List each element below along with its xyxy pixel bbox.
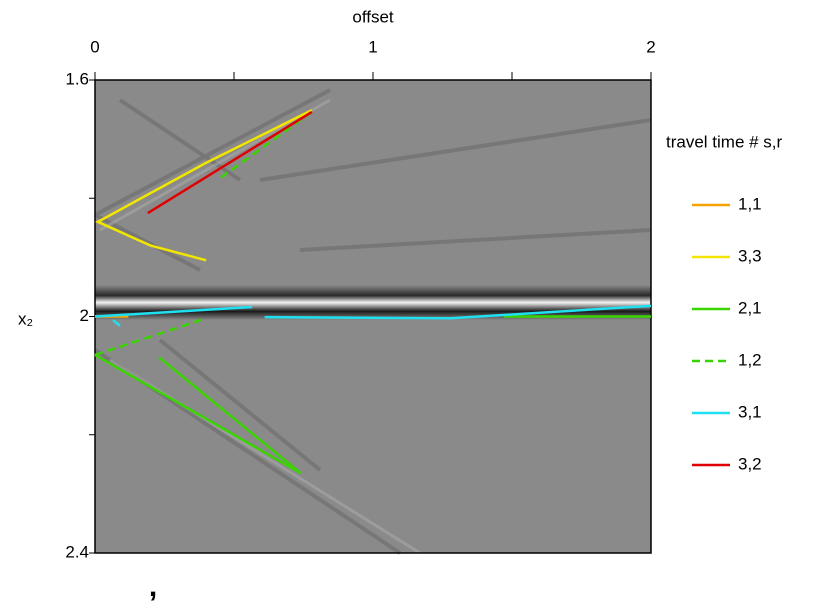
annotation: , <box>149 570 157 603</box>
y-axis-label: x₂ <box>18 309 33 328</box>
y-tick-label: 1.6 <box>65 69 89 88</box>
legend-label: 3,1 <box>738 402 762 421</box>
x-tick-label: 0 <box>90 37 99 56</box>
legend-label: 1,2 <box>738 350 762 369</box>
legend-label: 2,1 <box>738 298 762 317</box>
y-tick-label: 2 <box>80 306 89 325</box>
x-tick-label: 2 <box>646 37 655 56</box>
legend-label: 3,2 <box>738 454 762 473</box>
x-axis-label: offset <box>352 7 394 26</box>
legend-title: travel time # s,r <box>666 132 783 151</box>
legend-label: 1,1 <box>738 194 762 213</box>
y-tick-label: 2.4 <box>65 542 89 561</box>
chart: offset x₂ travel time # s,r , 0 1 2 1.6 2 2.4… <box>0 0 827 603</box>
page: offset x₂ travel time # s,r , 0 1 2 1.6 2 2.4… <box>0 0 827 603</box>
legend-label: 3,3 <box>738 246 762 265</box>
x-tick-label: 1 <box>368 37 377 56</box>
